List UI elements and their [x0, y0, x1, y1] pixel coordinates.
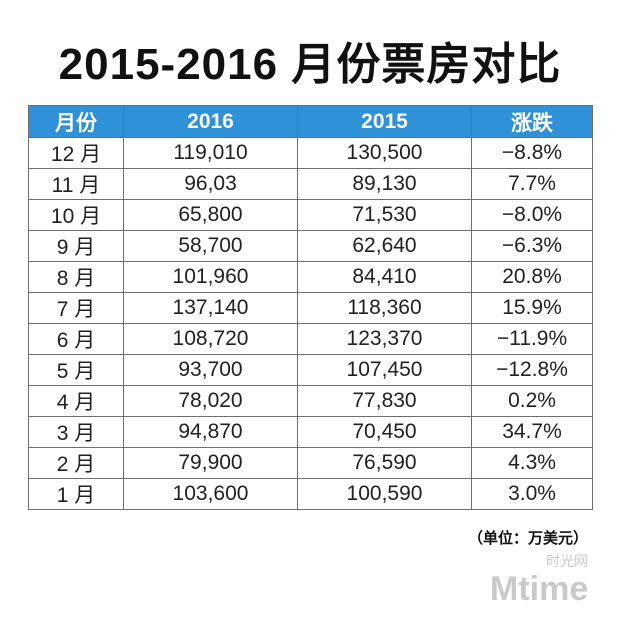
cell-month: 4 月: [28, 385, 124, 417]
cell-change: 3.0%: [471, 478, 593, 510]
watermark-cn: 时光网: [546, 554, 588, 570]
cell-2016: 58,700: [123, 230, 298, 262]
cell-2016: 96,03: [123, 168, 298, 200]
cell-month: 2 月: [28, 447, 124, 479]
cell-2015: 77,830: [297, 385, 472, 417]
cell-change: 4.3%: [471, 447, 593, 479]
cell-change: 34.7%: [471, 416, 593, 448]
cell-2015: 130,500: [297, 137, 472, 169]
table-row: 12 月 119,010 130,500 −8.8%: [28, 137, 593, 169]
cell-2016: 101,960: [123, 261, 298, 293]
cell-2015: 107,450: [297, 354, 472, 386]
table-row: 7 月 137,140 118,360 15.9%: [28, 292, 593, 324]
cell-change: −11.9%: [471, 323, 593, 355]
unit-note: （单位：万美元）: [467, 530, 588, 547]
cell-month: 12 月: [28, 137, 124, 169]
cell-month: 6 月: [28, 323, 124, 355]
page-title: 2015-2016 月份票房对比: [58, 40, 562, 89]
cell-2015: 71,530: [297, 199, 472, 231]
cell-change: 0.2%: [471, 385, 593, 417]
header-month: 月份: [28, 105, 124, 138]
cell-2016: 108,720: [123, 323, 298, 355]
table-row: 4 月 78,020 77,830 0.2%: [28, 385, 593, 417]
cell-change: −6.3%: [471, 230, 593, 262]
cell-change: −8.8%: [471, 137, 593, 169]
cell-month: 5 月: [28, 354, 124, 386]
cell-2015: 89,130: [297, 168, 472, 200]
cell-2015: 84,410: [297, 261, 472, 293]
cell-month: 3 月: [28, 416, 124, 448]
cell-2016: 94,870: [123, 416, 298, 448]
cell-month: 10 月: [28, 199, 124, 231]
table-row: 1 月 103,600 100,590 3.0%: [28, 478, 593, 510]
cell-change: 7.7%: [471, 168, 593, 200]
table-row: 3 月 94,870 70,450 34.7%: [28, 416, 593, 448]
table-row: 2 月 79,900 76,590 4.3%: [28, 447, 593, 479]
table-row: 6 月 108,720 123,370 −11.9%: [28, 323, 593, 355]
cell-2016: 103,600: [123, 478, 298, 510]
cell-2015: 100,590: [297, 478, 472, 510]
cell-month: 9 月: [28, 230, 124, 262]
watermark-en: Mtime: [490, 570, 588, 608]
table-row: 11 月 96,03 89,130 7.7%: [28, 168, 593, 200]
cell-2016: 119,010: [123, 137, 298, 169]
table-row: 8 月 101,960 84,410 20.8%: [28, 261, 593, 293]
cell-2016: 137,140: [123, 292, 298, 324]
cell-2015: 123,370: [297, 323, 472, 355]
mtime-watermark: 时光网 Mtime: [490, 554, 588, 608]
cell-month: 8 月: [28, 261, 124, 293]
cell-2015: 118,360: [297, 292, 472, 324]
header-change: 涨跌: [471, 105, 593, 138]
cell-change: 20.8%: [471, 261, 593, 293]
table-row: 9 月 58,700 62,640 −6.3%: [28, 230, 593, 262]
header-2015: 2015: [297, 105, 472, 138]
box-office-table: 月份 2016 2015 涨跌 12 月 119,010 130,500 −8.8% 1…: [28, 105, 593, 510]
cell-month: 7 月: [28, 292, 124, 324]
cell-2016: 93,700: [123, 354, 298, 386]
cell-2016: 65,800: [123, 199, 298, 231]
cell-change: −8.0%: [471, 199, 593, 231]
header-2016: 2016: [123, 105, 298, 138]
cell-month: 11 月: [28, 168, 124, 200]
table-header-row: 月份 2016 2015 涨跌: [28, 105, 593, 138]
table-row: 5 月 93,700 107,450 −12.8%: [28, 354, 593, 386]
cell-2016: 79,900: [123, 447, 298, 479]
cell-change: 15.9%: [471, 292, 593, 324]
cell-month: 1 月: [28, 478, 124, 510]
cell-2015: 62,640: [297, 230, 472, 262]
cell-2015: 76,590: [297, 447, 472, 479]
cell-2016: 78,020: [123, 385, 298, 417]
cell-change: −12.8%: [471, 354, 593, 386]
table-row: 10 月 65,800 71,530 −8.0%: [28, 199, 593, 231]
cell-2015: 70,450: [297, 416, 472, 448]
